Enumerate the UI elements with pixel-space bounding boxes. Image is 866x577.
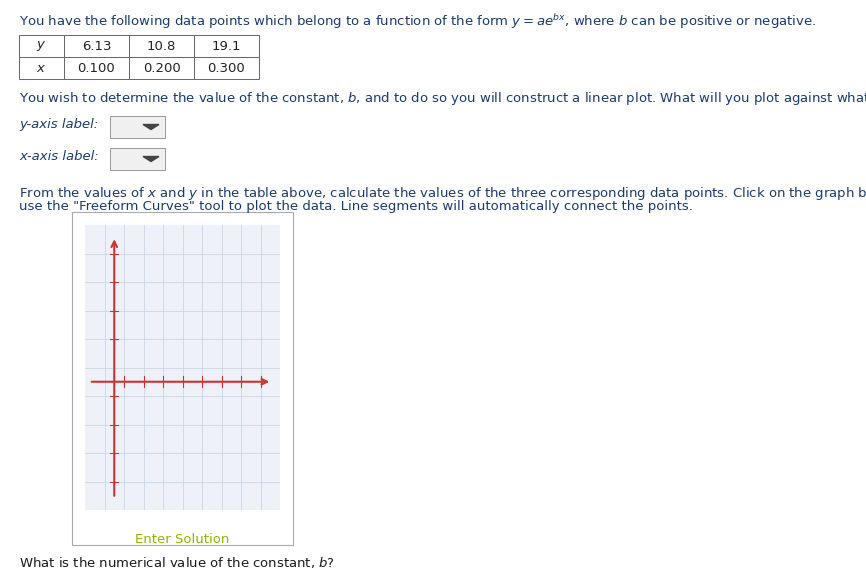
Text: Enter Solution: Enter Solution [135, 533, 229, 546]
Text: You wish to determine the value of the constant, $b$, and to do so you will cons: You wish to determine the value of the c… [19, 90, 866, 107]
Text: y-axis label:: y-axis label: [19, 118, 99, 131]
Text: 0.300: 0.300 [208, 62, 245, 74]
Text: use the "Freeform Curves" tool to plot the data. Line segments will automaticall: use the "Freeform Curves" tool to plot t… [19, 200, 693, 213]
Text: $y$: $y$ [36, 39, 47, 53]
Text: $x$: $x$ [36, 62, 47, 74]
Text: What is the numerical value of the constant, $b$?: What is the numerical value of the const… [19, 555, 335, 570]
Text: 6.13: 6.13 [81, 39, 111, 53]
Text: x-axis label:: x-axis label: [19, 150, 99, 163]
Text: 19.1: 19.1 [212, 39, 242, 53]
Text: From the values of $x$ and $y$ in the table above, calculate the values of the t: From the values of $x$ and $y$ in the ta… [19, 185, 866, 202]
Text: You have the following data points which belong to a function of the form $y = a: You have the following data points which… [19, 12, 817, 31]
Text: 10.8: 10.8 [147, 39, 176, 53]
Text: 0.100: 0.100 [78, 62, 115, 74]
Text: 0.200: 0.200 [143, 62, 180, 74]
